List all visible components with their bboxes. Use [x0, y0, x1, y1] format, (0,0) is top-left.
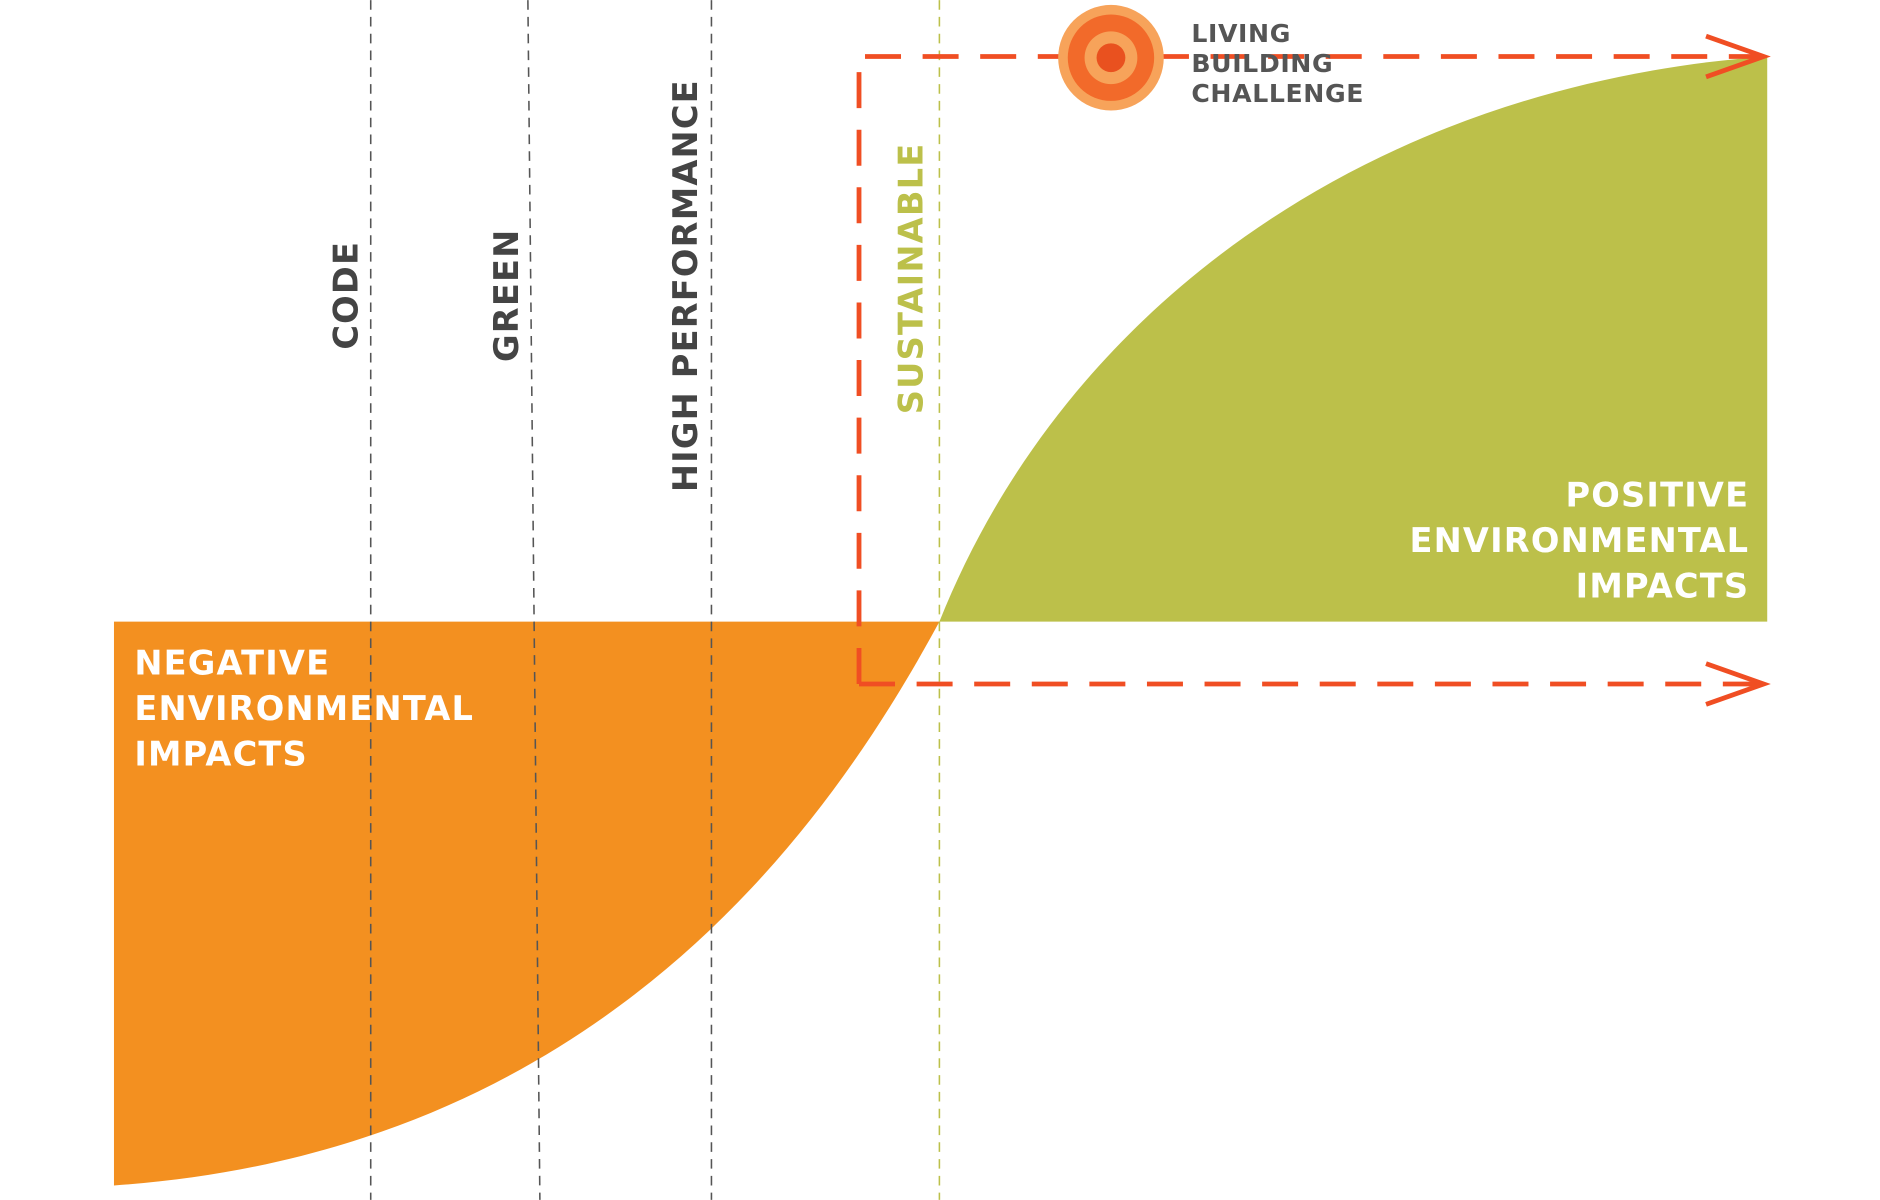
- negative-label: ENVIRONMENTAL: [134, 689, 474, 728]
- frame-top: [856, 54, 1758, 684]
- level-label: CODE: [326, 241, 365, 350]
- level-label: SUSTAINABLE: [892, 143, 931, 415]
- logo-flower: [1058, 4, 1164, 111]
- positive-label: ENVIRONMENTAL: [1409, 521, 1749, 560]
- arrow-head: [1705, 33, 1771, 80]
- green-line: [527, 0, 541, 1200]
- negative-area: [113, 621, 940, 1186]
- negative-label: IMPACTS: [134, 735, 308, 774]
- positive-label: IMPACTS: [1576, 567, 1750, 606]
- level-label: GREEN: [487, 229, 526, 362]
- positive-label: POSITIVE: [1565, 475, 1749, 514]
- level-label: HIGH PERFORMANCE: [666, 79, 705, 492]
- living-building-frame: [856, 33, 1771, 707]
- arrow-head: [1705, 661, 1771, 707]
- logo-text: BUILDING: [1191, 49, 1333, 78]
- positive-area: [939, 56, 1768, 622]
- level-lines: [369, 0, 713, 1200]
- logo-text: LIVING: [1191, 19, 1291, 48]
- logo-text: CHALLENGE: [1191, 79, 1364, 108]
- negative-label: NEGATIVE: [134, 643, 330, 682]
